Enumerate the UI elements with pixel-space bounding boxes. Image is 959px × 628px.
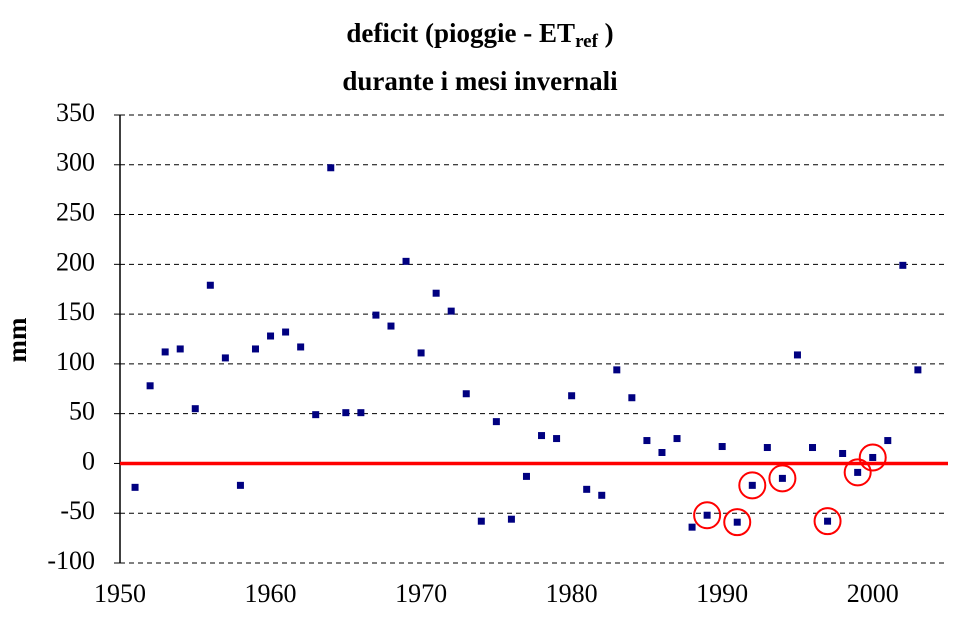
point bbox=[507, 515, 515, 523]
highlight-circle bbox=[768, 464, 797, 493]
point bbox=[221, 354, 229, 362]
point bbox=[462, 390, 470, 398]
y-tick-label: -100 bbox=[47, 546, 95, 575]
point bbox=[854, 468, 862, 476]
point bbox=[763, 444, 771, 452]
x-tick-label: 1950 bbox=[94, 579, 146, 608]
point bbox=[161, 348, 169, 356]
point bbox=[477, 517, 485, 525]
highlight-circle bbox=[723, 508, 752, 537]
y-tick-label: 150 bbox=[56, 297, 95, 326]
y-tick-label: 250 bbox=[56, 198, 95, 227]
point bbox=[583, 485, 591, 493]
point bbox=[658, 448, 666, 456]
point bbox=[673, 435, 681, 443]
point bbox=[191, 405, 199, 413]
point bbox=[778, 474, 786, 482]
point bbox=[613, 366, 621, 374]
y-tick-label: 350 bbox=[56, 98, 95, 127]
y-tick-label: 0 bbox=[82, 446, 95, 475]
title-sub: ref bbox=[575, 31, 599, 52]
point bbox=[824, 517, 832, 525]
point bbox=[688, 523, 696, 531]
highlight-circle bbox=[738, 471, 767, 500]
point bbox=[372, 311, 380, 319]
point bbox=[733, 518, 741, 526]
y-tick-label: 100 bbox=[56, 347, 95, 376]
point bbox=[809, 444, 817, 452]
highlight-circle bbox=[693, 501, 722, 530]
point bbox=[131, 483, 139, 491]
x-tick-label: 1980 bbox=[546, 579, 598, 608]
point bbox=[447, 307, 455, 315]
point bbox=[628, 394, 636, 402]
point bbox=[387, 322, 395, 330]
point bbox=[643, 437, 651, 445]
point bbox=[206, 281, 214, 289]
y-tick-label: 300 bbox=[56, 148, 95, 177]
point bbox=[402, 257, 410, 265]
point bbox=[342, 409, 350, 417]
point bbox=[297, 343, 305, 351]
point bbox=[568, 392, 576, 400]
point bbox=[282, 328, 290, 336]
y-tick-label: 50 bbox=[69, 397, 95, 426]
x-tick-label: 2000 bbox=[847, 579, 899, 608]
highlight-circle bbox=[858, 443, 887, 472]
point bbox=[432, 289, 440, 297]
highlight-circle bbox=[813, 507, 842, 536]
point bbox=[899, 261, 907, 269]
point bbox=[236, 481, 244, 489]
point bbox=[417, 349, 425, 357]
point bbox=[251, 345, 259, 353]
point bbox=[839, 449, 847, 457]
title-text: deficit (pioggie - ET bbox=[346, 18, 575, 48]
point bbox=[598, 491, 606, 499]
point bbox=[357, 409, 365, 417]
y-tick-label: -50 bbox=[60, 496, 95, 525]
point bbox=[522, 472, 530, 480]
point bbox=[748, 481, 756, 489]
point bbox=[884, 437, 892, 445]
title-tail: ) bbox=[598, 18, 614, 48]
point bbox=[146, 382, 154, 390]
chart-title: deficit (pioggie - ETref ) bbox=[346, 18, 613, 52]
x-tick-label: 1960 bbox=[245, 579, 297, 608]
point bbox=[312, 411, 320, 419]
point bbox=[538, 432, 546, 440]
point bbox=[914, 366, 922, 374]
point bbox=[267, 332, 275, 340]
chart-subtitle: durante i mesi invernali bbox=[342, 66, 618, 96]
point bbox=[703, 511, 711, 519]
y-tick-label: 200 bbox=[56, 247, 95, 276]
point bbox=[793, 351, 801, 359]
highlight-circle bbox=[843, 458, 872, 487]
y-axis-label: mm bbox=[2, 317, 32, 362]
point bbox=[553, 435, 561, 443]
point bbox=[327, 164, 335, 172]
point bbox=[176, 345, 184, 353]
point bbox=[492, 418, 500, 426]
point bbox=[869, 453, 877, 461]
point bbox=[718, 443, 726, 451]
x-tick-label: 1990 bbox=[696, 579, 748, 608]
x-tick-label: 1970 bbox=[395, 579, 447, 608]
